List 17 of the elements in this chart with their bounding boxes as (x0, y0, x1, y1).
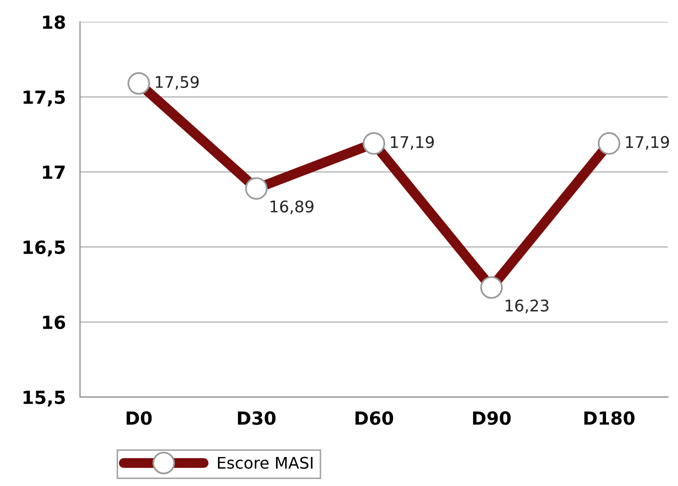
x-tick-label: D60 (356, 411, 394, 425)
y-tick-label: 18 (43, 15, 65, 29)
data-label: 17,59 (156, 76, 199, 90)
x-tick-label: D0 (126, 411, 152, 425)
y-tick-label: 17 (43, 166, 65, 179)
data-label: 16,89 (270, 200, 314, 214)
y-tick-label: 16,5 (24, 240, 65, 256)
data-label: 17,19 (626, 136, 669, 150)
text: Escore MASI (218, 456, 312, 469)
data-label: 17,19 (390, 136, 434, 150)
y-tick-label: 17,5 (24, 90, 65, 106)
y-tick-label: 16 (43, 316, 66, 330)
x-tick-label: D90 (473, 411, 511, 425)
x-tick-label: D30 (238, 411, 276, 425)
x-tick-label: D180 (584, 411, 635, 425)
data-label: 16,23 (506, 300, 548, 314)
y-tick-label: 15,5 (24, 390, 65, 406)
